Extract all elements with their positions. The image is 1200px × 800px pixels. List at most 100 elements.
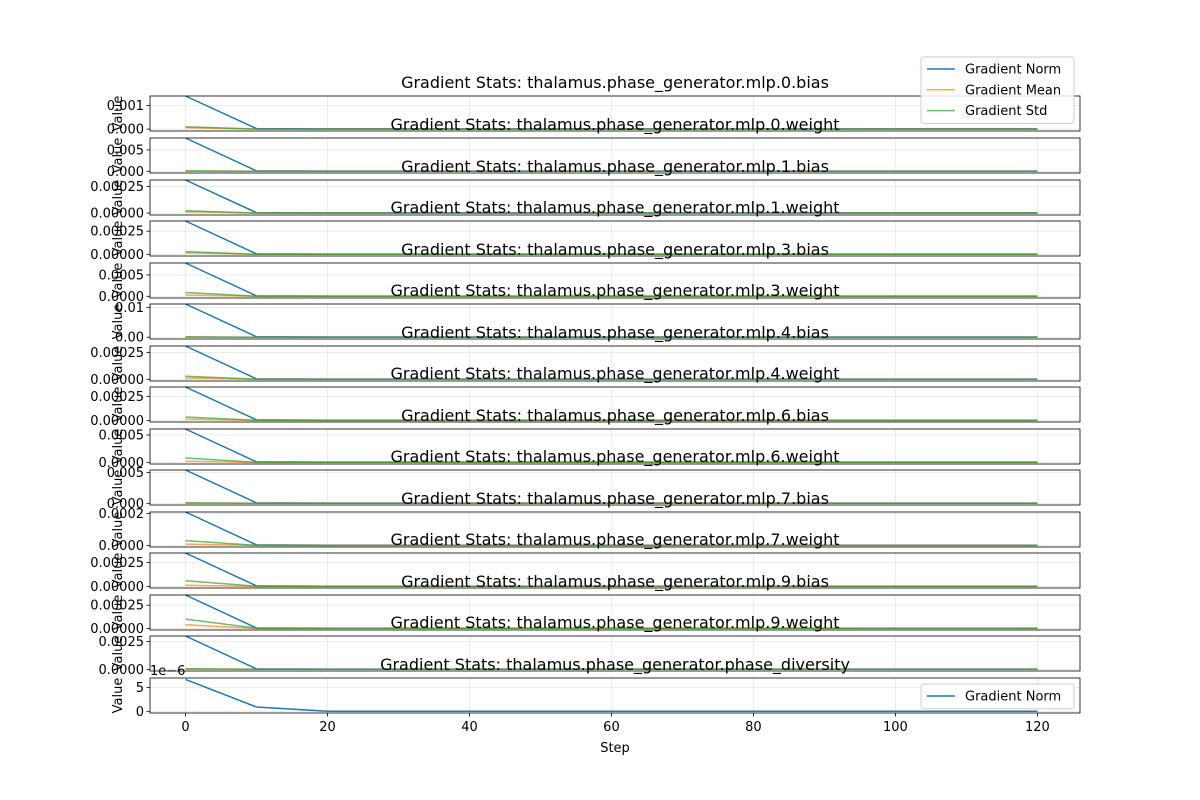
y-axis-label: Value bbox=[111, 263, 126, 299]
legend-label: Gradient Std bbox=[965, 104, 1047, 119]
axes-frame bbox=[149, 179, 1081, 216]
y-axis-label: Value bbox=[111, 387, 126, 423]
y-axis-label: Value bbox=[111, 138, 126, 174]
x-tick-label: 40 bbox=[461, 720, 478, 735]
axes-frame bbox=[149, 594, 1081, 631]
panel-title: Gradient Stats: thalamus.phase_generator… bbox=[390, 530, 839, 550]
y-axis-label: Value bbox=[111, 96, 126, 132]
series-line-std bbox=[185, 375, 1038, 381]
y-axis-label: Value bbox=[111, 221, 126, 257]
legend-frame bbox=[920, 683, 1075, 710]
y-tick-label: 0.00025 bbox=[90, 599, 144, 614]
y-tick-label: 0.0025 bbox=[99, 635, 145, 650]
series-line-std bbox=[185, 668, 1038, 671]
series-line-std bbox=[185, 457, 1038, 464]
y-tick-label: 0.000 bbox=[107, 497, 144, 512]
y-tick-label: 0.0002 bbox=[99, 507, 145, 522]
legend-frame bbox=[920, 56, 1075, 124]
axes-frame bbox=[149, 345, 1081, 382]
y-offset-text: 1e−6 bbox=[150, 664, 185, 679]
x-tick-label: 0 bbox=[181, 720, 189, 735]
x-tick-label: 100 bbox=[883, 720, 908, 735]
panel-title: Gradient Stats: thalamus.phase_generator… bbox=[390, 115, 839, 135]
axes-frame bbox=[149, 428, 1081, 465]
x-axis-label: Step bbox=[600, 741, 630, 756]
y-tick-label: 0.00025 bbox=[90, 225, 144, 240]
axes-frame bbox=[149, 95, 1081, 132]
y-tick-label: 0.005 bbox=[107, 143, 144, 158]
panel-title: Gradient Stats: thalamus.phase_generator… bbox=[401, 489, 829, 509]
x-tick-label: 20 bbox=[319, 720, 336, 735]
panel-title: Gradient Stats: thalamus.phase_generator… bbox=[390, 198, 839, 218]
panel-title: Gradient Stats: thalamus.phase_generator… bbox=[401, 157, 829, 177]
series-line-std bbox=[185, 539, 1038, 547]
x-tick-label: 60 bbox=[603, 720, 620, 735]
y-tick-label: 0.0000 bbox=[99, 539, 145, 554]
y-axis-label: Value bbox=[111, 304, 126, 340]
axes-frame bbox=[149, 552, 1081, 589]
panel-title: Gradient Stats: thalamus.phase_generator… bbox=[390, 281, 839, 301]
y-tick-label: 0.001 bbox=[107, 99, 144, 114]
panel-title: Gradient Stats: thalamus.phase_generator… bbox=[401, 240, 829, 260]
panel-title: Gradient Stats: thalamus.phase_generator… bbox=[401, 572, 829, 592]
y-tick-label: 0.00000 bbox=[90, 207, 144, 222]
series-line-std bbox=[185, 125, 1038, 130]
y-tick-label: 0.00000 bbox=[90, 373, 144, 388]
y-tick-label: 5 bbox=[136, 681, 144, 696]
y-axis-label: Value bbox=[111, 678, 126, 714]
y-axis-label: Value bbox=[111, 429, 126, 465]
series-line-std bbox=[185, 579, 1038, 588]
y-tick-label: 0.0005 bbox=[99, 268, 145, 283]
legend-label: Gradient Mean bbox=[965, 83, 1061, 98]
y-axis-label: Value bbox=[111, 595, 126, 631]
y-tick-label: 0.00025 bbox=[90, 556, 144, 571]
y-tick-label: 0.00000 bbox=[90, 248, 144, 263]
y-axis-label: Value bbox=[111, 470, 126, 506]
axes-frame bbox=[149, 511, 1081, 548]
y-tick-label: 0.01 bbox=[115, 301, 144, 316]
y-tick-label: 0.0000 bbox=[99, 290, 145, 305]
y-tick-label: 0.0000 bbox=[99, 663, 145, 678]
panel-14: 0 5 Value 1e−6 0 20 40 60 80 100 120 bbox=[111, 664, 1081, 735]
legend-label: Gradient Norm bbox=[965, 690, 1061, 705]
y-tick-label: 0 bbox=[136, 705, 144, 720]
axes-frame bbox=[149, 469, 1081, 506]
panel-title: Gradient Stats: thalamus.phase_generator… bbox=[401, 406, 829, 426]
y-tick-label: 0.00000 bbox=[90, 622, 144, 637]
series-line-std bbox=[185, 209, 1038, 214]
panel-title: Gradient Stats: thalamus.phase_generator… bbox=[390, 364, 839, 384]
series-line-std bbox=[185, 618, 1038, 630]
y-axis-label: Value bbox=[111, 636, 126, 672]
axes-frame bbox=[149, 677, 1081, 714]
x-tick-label: 80 bbox=[745, 720, 762, 735]
y-tick-label: 0.00025 bbox=[90, 346, 144, 361]
y-axis-label: Value bbox=[111, 346, 126, 382]
y-tick-label: 0.00025 bbox=[90, 390, 144, 405]
y-tick-label: 0.000 bbox=[107, 123, 144, 138]
series-line-std bbox=[185, 416, 1038, 422]
axes-frame bbox=[149, 220, 1081, 257]
series-line-norm bbox=[185, 678, 1038, 713]
y-tick-label: 0.005 bbox=[107, 466, 144, 481]
y-axis-label: Value bbox=[111, 180, 126, 216]
y-tick-label: 0.0005 bbox=[99, 429, 145, 444]
legends-layer: Gradient Norm Gradient Mean Gradient Std Gr… bbox=[920, 56, 1075, 710]
y-axis-label: Value bbox=[111, 512, 126, 548]
legend-phase-diversity: Gradient Norm bbox=[920, 683, 1075, 710]
axes-frame bbox=[149, 635, 1081, 672]
panel-title: Gradient Stats: thalamus.phase_generator… bbox=[380, 655, 850, 675]
panels-layer: 0.0000.001Value0.0000.005Value0.000000.0… bbox=[90, 95, 1081, 735]
x-tick-label: 120 bbox=[1025, 720, 1050, 735]
titles-layer: Gradient Stats: thalamus.phase_generator… bbox=[380, 73, 850, 675]
legend-label: Gradient Norm bbox=[965, 63, 1061, 78]
y-tick-label: 0.00025 bbox=[90, 180, 144, 195]
series-line-std bbox=[185, 502, 1038, 505]
y-tick-label: 0.0000 bbox=[99, 456, 145, 471]
